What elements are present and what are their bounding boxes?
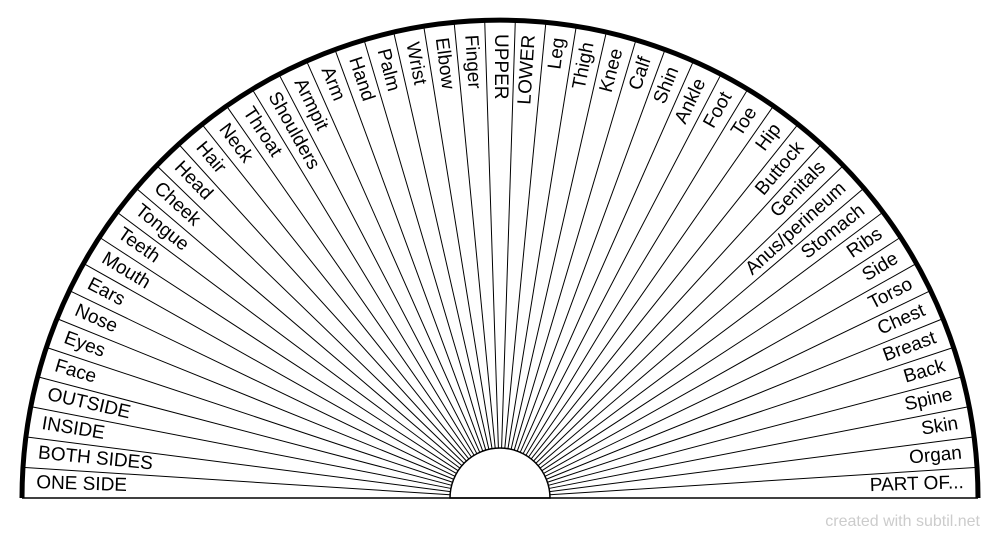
spoke <box>535 165 844 464</box>
spoke <box>37 376 452 486</box>
sector-label: Finger <box>460 34 484 90</box>
spoke <box>537 187 865 466</box>
spoke <box>226 105 472 458</box>
spoke <box>22 466 451 496</box>
spoke <box>530 123 799 460</box>
spoke <box>25 436 451 493</box>
outer-arc <box>19 17 981 499</box>
spoke <box>30 406 452 489</box>
sector-label: LOWER <box>514 34 539 105</box>
spoke <box>423 26 493 449</box>
spoke <box>549 436 975 493</box>
spoke <box>519 60 694 453</box>
spoke <box>547 346 954 483</box>
spoke <box>363 39 487 451</box>
spoke <box>513 39 637 451</box>
sector-label: Eyes <box>61 327 108 361</box>
spoke <box>543 263 917 474</box>
spoke <box>522 73 722 454</box>
spoke <box>525 88 749 456</box>
sector-label: UPPER <box>490 34 511 99</box>
spoke <box>453 22 496 449</box>
sector-label: Arm <box>317 64 350 104</box>
sector-label: Skin <box>920 413 960 440</box>
spoke <box>507 26 577 449</box>
sector-label: Leg <box>544 36 569 70</box>
spoke <box>334 49 484 452</box>
spoke <box>528 105 774 458</box>
sector-label: Wrist <box>401 40 430 87</box>
sector-label: Palm <box>373 46 404 93</box>
spoke <box>178 143 467 462</box>
spoke <box>549 466 978 496</box>
spoke <box>510 31 607 450</box>
sector-label: Elbow <box>431 36 458 90</box>
spoke <box>99 236 459 472</box>
spoke <box>135 187 463 466</box>
spoke <box>539 211 884 469</box>
spoke <box>56 318 454 480</box>
spoke <box>548 376 963 486</box>
spoke <box>306 60 481 453</box>
spoke <box>69 290 456 477</box>
spoke <box>548 406 970 489</box>
sector-label: Thigh <box>569 40 599 91</box>
spoke <box>116 211 461 469</box>
spoke <box>201 123 470 460</box>
sector-label: INSIDE <box>40 413 106 444</box>
spoke <box>516 49 666 452</box>
spoke <box>278 73 478 454</box>
sector-label: PART OF... <box>869 472 964 496</box>
spoke <box>546 318 944 480</box>
sector-label: Organ <box>908 443 963 469</box>
spoke <box>156 165 465 464</box>
spoke <box>541 236 901 472</box>
spoke <box>83 263 457 474</box>
spoke <box>533 143 822 462</box>
spoke <box>46 346 453 483</box>
sector-label: Hand <box>344 54 378 104</box>
spoke <box>484 20 499 449</box>
spoke <box>501 20 516 449</box>
spoke <box>504 22 547 449</box>
spoke <box>251 88 475 456</box>
sector-label: Knee <box>596 46 628 94</box>
spoke <box>544 290 931 477</box>
footer: created with subtil.net <box>825 513 980 530</box>
sector-label: Hip <box>752 120 786 155</box>
inner-arc <box>449 447 551 499</box>
sector-label: ONE SIDE <box>36 472 127 496</box>
spoke <box>393 31 490 450</box>
